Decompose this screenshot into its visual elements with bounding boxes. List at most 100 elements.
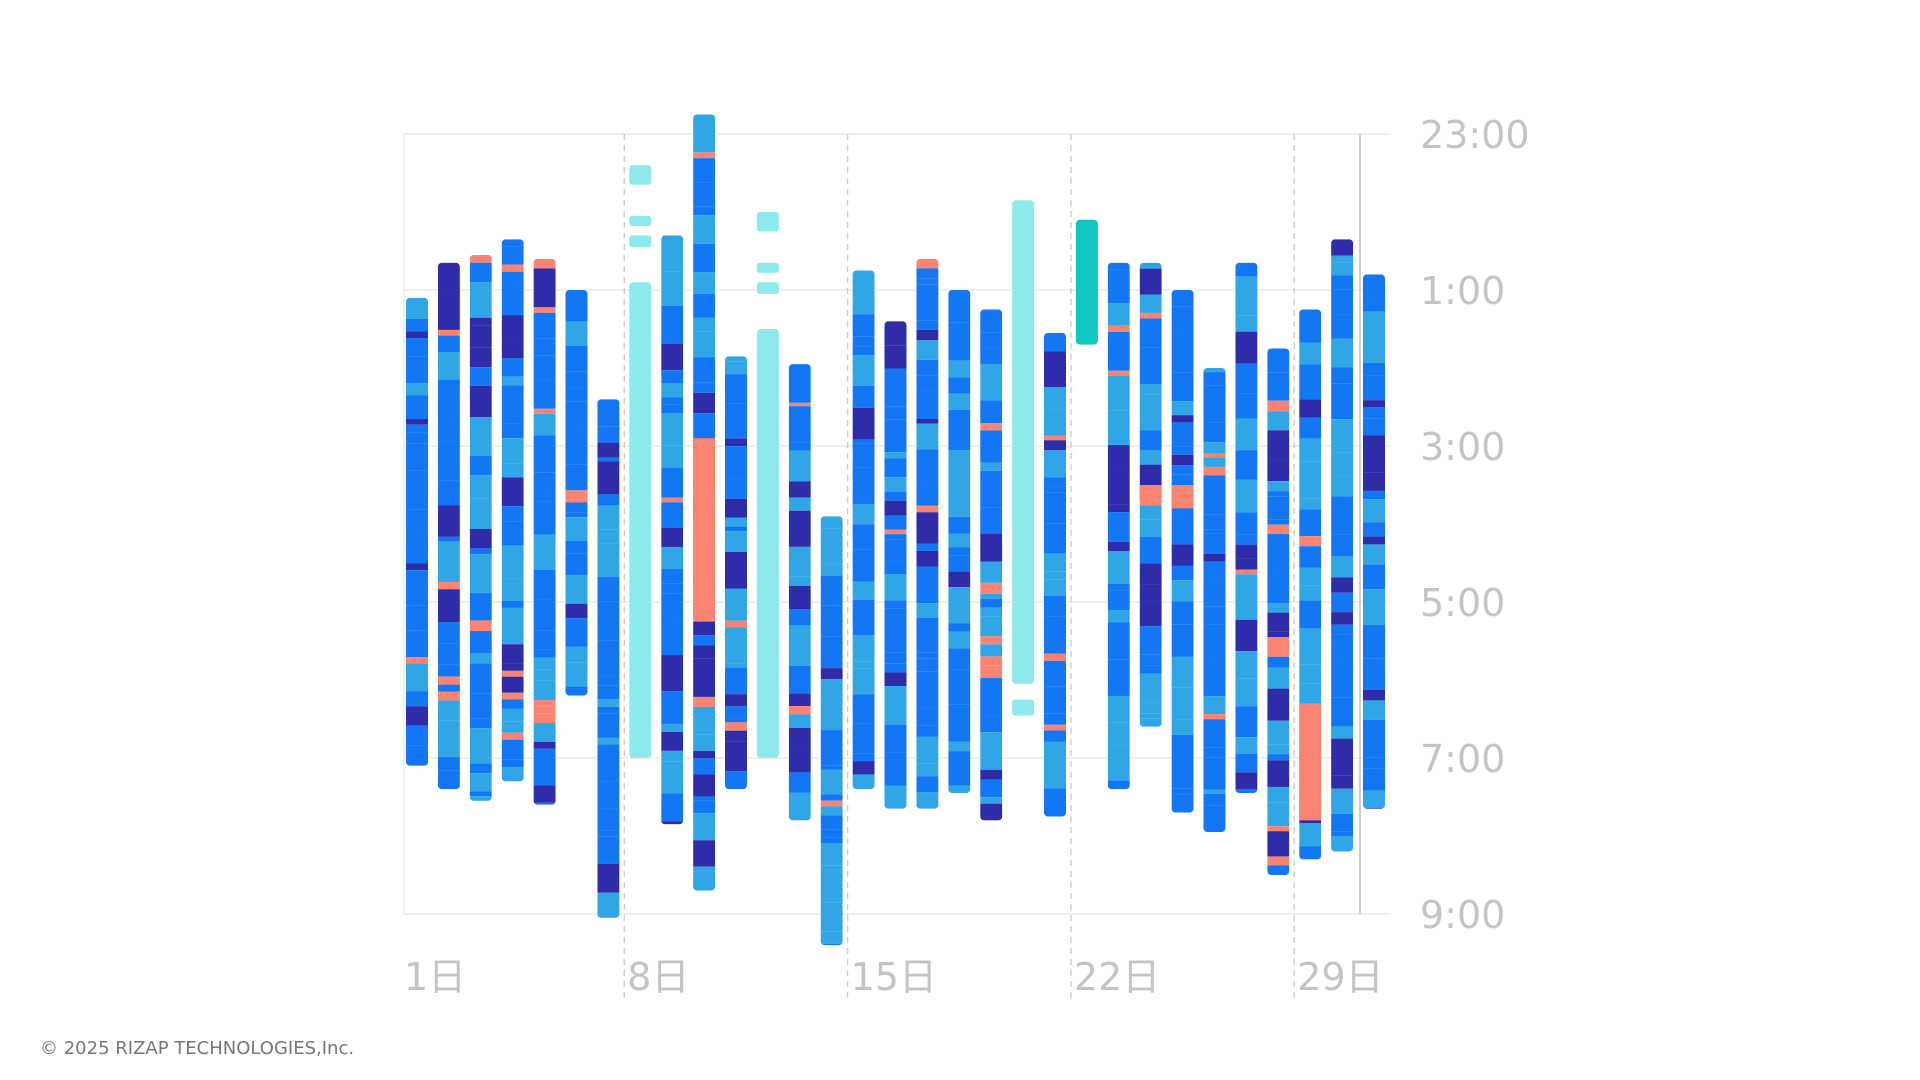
stage-segment-deep <box>916 550 939 567</box>
stage-segment-light <box>1044 713 1066 725</box>
stage-segment-rem <box>597 505 620 530</box>
stage-segment-rem <box>501 463 524 478</box>
stage-segment-light <box>1267 656 1290 668</box>
stage-segment-awake <box>1107 370 1130 377</box>
stage-segment-rem <box>661 413 684 446</box>
stage-segment-rem <box>788 792 811 821</box>
stage-segment-light <box>565 401 588 427</box>
stage-segment-light <box>1235 512 1258 535</box>
stage-segment-rem <box>820 528 843 564</box>
stage-segment-awake <box>533 700 556 707</box>
stage-segment-deep <box>693 621 716 636</box>
stage-segment-rem <box>948 609 971 624</box>
stage-segment-deep <box>661 343 684 371</box>
stage-segment-deep <box>501 341 524 359</box>
stage-segment-awake <box>980 423 1003 431</box>
stage-segment-light <box>1267 372 1290 401</box>
stage-segment-light <box>1363 528 1385 537</box>
stage-segment-awake <box>469 620 492 632</box>
stage-segment-light <box>1171 306 1194 334</box>
stage-segment-rem <box>1107 610 1130 623</box>
stage-segment-light <box>852 385 875 408</box>
stage-segment-awake <box>693 438 716 618</box>
stage-segment-rem <box>980 363 1003 401</box>
stage-segment-light <box>693 293 716 318</box>
stage-segment-light <box>1235 450 1258 480</box>
stage-segment-deep <box>1299 399 1322 418</box>
stage-segment-awake <box>1171 485 1194 509</box>
stage-segment-deep <box>1171 454 1194 466</box>
stage-segment-deep <box>884 345 907 369</box>
stage-segment-rem <box>788 625 811 631</box>
stage-segment-rem <box>1044 553 1066 572</box>
stage-segment-light <box>820 943 843 946</box>
stage-segment-rem <box>948 741 971 752</box>
stage-segment-rem <box>469 773 492 792</box>
stage-segment-light <box>916 268 939 279</box>
stage-segment-rem <box>1171 580 1194 602</box>
stage-segment-light <box>948 442 971 450</box>
stage-segment-light <box>437 643 460 665</box>
stage-segment-rem <box>1299 567 1322 586</box>
stage-segment-rem <box>788 546 811 577</box>
stage-segment-light <box>884 539 907 562</box>
y-tick-label: 9:00 <box>1420 893 1505 937</box>
stage-segment-rem <box>788 450 811 482</box>
stage-segment-light <box>661 793 684 822</box>
stage-segment-light <box>1139 654 1162 661</box>
stage-segment-deep <box>661 682 684 692</box>
stage-segment-light <box>1044 523 1066 554</box>
stage-segment-rem <box>1267 411 1290 431</box>
stage-segment-deep <box>693 658 716 697</box>
stage-segment-light <box>533 599 556 631</box>
stage-segment-light <box>1044 595 1066 617</box>
stage-segment-light <box>1171 794 1194 813</box>
stage-segment-light <box>916 543 939 551</box>
stage-segment-rem <box>469 554 492 593</box>
stage-segment-rem <box>469 475 492 499</box>
stage-segment-light <box>1139 536 1162 564</box>
stage-segment-rem <box>1331 556 1354 578</box>
stage-segment-rem <box>916 423 939 450</box>
stage-segment-light <box>406 745 428 766</box>
stage-segment-rem <box>948 449 971 479</box>
stage-segment-light <box>1331 813 1354 832</box>
stage-segment-light <box>948 555 971 572</box>
stage-segment-light <box>565 426 588 465</box>
stage-segment-light <box>533 630 556 650</box>
stage-segment-deep <box>1139 601 1162 627</box>
stage-segment-awake <box>661 497 684 503</box>
stage-segment-light <box>597 659 620 677</box>
day-bar-3 <box>469 254 492 801</box>
stage-segment-deep <box>725 730 747 742</box>
stage-segment-light <box>406 318 428 332</box>
stage-segment-light <box>1044 686 1066 714</box>
stage-segment-light <box>1139 430 1162 451</box>
stage-segment-deep <box>1235 558 1258 570</box>
stage-segment-light <box>469 592 492 621</box>
stage-segment-light <box>693 158 716 183</box>
stage-segment-light <box>533 338 556 356</box>
stage-segment-light <box>884 608 907 615</box>
stage-segment-deep <box>693 392 716 414</box>
day-bar-13 <box>788 364 811 821</box>
stage-segment-deep <box>1171 544 1194 566</box>
stage-segment-light <box>661 568 684 584</box>
stage-segment-awake <box>693 616 716 622</box>
stage-segment-rem <box>1299 585 1322 601</box>
stage-segment-awake <box>533 408 556 414</box>
stage-segment-awake <box>533 706 556 714</box>
stage-segment-light <box>948 290 971 323</box>
stage-segment-deep <box>1107 470 1130 505</box>
stage-segment-light <box>406 443 428 471</box>
stage-segment-light <box>820 636 843 669</box>
stage-segment-deep <box>597 863 620 893</box>
stage-segment-light <box>406 570 428 606</box>
stage-segment-deep <box>1267 631 1290 638</box>
stage-segment-rem <box>437 352 460 381</box>
stage-segment-light <box>980 507 1003 534</box>
y-tick-label: 23:00 <box>1420 113 1530 157</box>
stage-segment-rem <box>1363 589 1385 626</box>
stage-segment-rem <box>1331 836 1354 852</box>
stage-segment-rem <box>1299 683 1322 709</box>
